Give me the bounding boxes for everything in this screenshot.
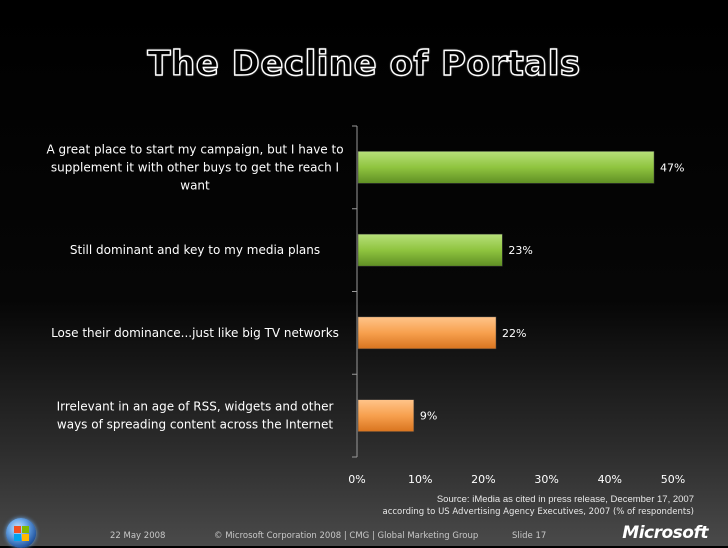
- footer-slide-number: Slide 17: [512, 531, 547, 541]
- bar: [357, 399, 415, 432]
- category-label-line: A great place to start my campaign, but …: [46, 142, 343, 156]
- x-tick-label: 20%: [471, 473, 495, 486]
- source-line-2: according to US Advertising Agency Execu…: [382, 507, 695, 517]
- category-label-line: Still dominant and key to my media plans: [70, 243, 320, 257]
- value-label: 22%: [502, 327, 526, 340]
- value-label: 47%: [660, 161, 684, 174]
- microsoft-logo: Microsoft: [622, 523, 708, 543]
- category-label: Irrelevant in an age of RSS, widgets and…: [57, 400, 334, 432]
- bar: [357, 233, 503, 267]
- category-label-line: ways of spreading content across the Int…: [57, 418, 333, 432]
- footer-copyright: © Microsoft Corporation 2008 | CMG | Glo…: [214, 531, 479, 541]
- value-label: 23%: [508, 244, 532, 257]
- category-label-line: supplement it with other buys to get the…: [51, 160, 339, 174]
- x-tick-label: 30%: [534, 473, 558, 486]
- category-label: A great place to start my campaign, but …: [46, 142, 343, 192]
- slide-footer: 22 May 2008 © Microsoft Corporation 2008…: [0, 530, 728, 546]
- x-tick-label: 50%: [661, 473, 685, 486]
- value-label: 9%: [420, 410, 437, 423]
- x-tick-label: 40%: [598, 473, 622, 486]
- x-tick-label: 0%: [348, 473, 365, 486]
- x-tick-label: 10%: [408, 473, 432, 486]
- footer-date: 22 May 2008: [110, 531, 166, 541]
- source-line-1: Source: iMedia as cited in press release…: [436, 494, 694, 505]
- bar: [357, 316, 497, 350]
- category-label-line: want: [180, 178, 210, 192]
- source-note: Source: iMedia as cited in press release…: [383, 493, 695, 519]
- slide-title: The Decline of Portals: [147, 43, 581, 84]
- category-label-line: Irrelevant in an age of RSS, widgets and…: [57, 400, 334, 414]
- category-label: Still dominant and key to my media plans: [70, 243, 320, 257]
- category-label: Lose their dominance...just like big TV …: [51, 326, 339, 340]
- windows-logo-icon: [6, 518, 36, 548]
- bar: [357, 151, 655, 184]
- category-label-line: Lose their dominance...just like big TV …: [51, 326, 339, 340]
